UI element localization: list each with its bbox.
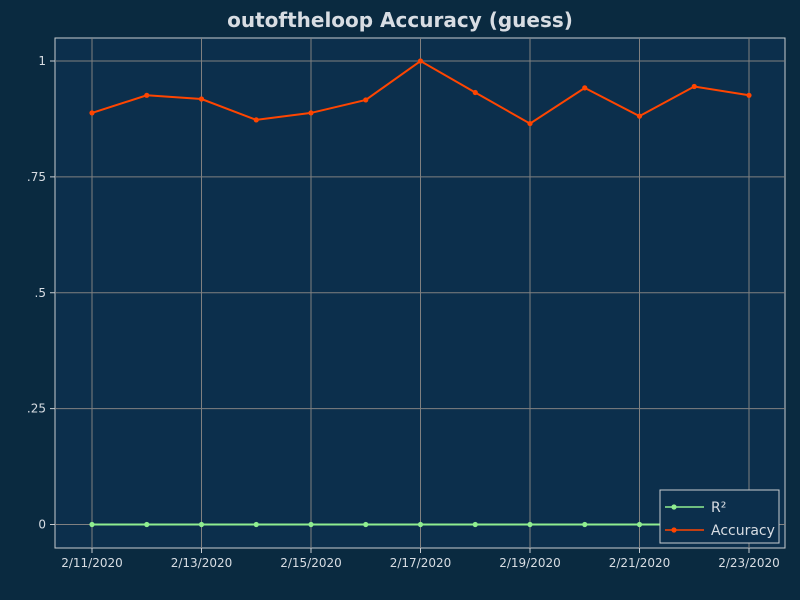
data-point	[691, 83, 697, 90]
x-tick-label: 2/21/2020	[609, 556, 671, 570]
legend-box	[659, 489, 780, 544]
axis-labels: 2/11/2020 2/13/2020 2/15/2020 2/17/2020 2/19…	[27, 54, 780, 570]
data-point	[636, 521, 643, 528]
series-layer	[89, 58, 752, 528]
data-point	[89, 110, 95, 116]
data-point	[582, 521, 588, 528]
y-tick-label: 0	[38, 518, 46, 532]
data-point	[527, 521, 533, 528]
data-point	[417, 521, 424, 528]
y-tick-label: .5	[35, 286, 46, 300]
legend-label: R²	[711, 500, 726, 516]
data-point	[198, 521, 205, 528]
x-tick-label: 2/19/2020	[499, 556, 561, 570]
grid-lines	[55, 38, 785, 548]
y-tick-label: .25	[27, 402, 46, 416]
data-point	[308, 521, 314, 528]
data-point	[472, 521, 478, 528]
x-tick-label: 2/17/2020	[390, 556, 452, 570]
legend: R² Accuracy	[659, 489, 780, 544]
data-point	[636, 113, 643, 119]
data-point	[144, 521, 150, 528]
data-point	[417, 58, 424, 64]
data-point	[253, 117, 259, 123]
data-point	[363, 97, 369, 103]
chart-title: outoftheloop Accuracy (guess)	[227, 8, 573, 32]
y-tick-label: 1	[38, 54, 46, 68]
x-tick-label: 2/13/2020	[171, 556, 233, 570]
data-point	[198, 96, 205, 102]
x-tick-label: 2/15/2020	[280, 556, 342, 570]
data-point	[253, 521, 259, 528]
legend-marker	[671, 504, 677, 510]
x-tick-label: 2/11/2020	[61, 556, 123, 570]
data-point	[363, 521, 369, 528]
data-point	[144, 92, 150, 98]
data-point	[472, 89, 478, 96]
x-tick-label: 2/23/2020	[718, 556, 780, 570]
y-tick-label: .75	[27, 170, 46, 184]
data-point	[582, 85, 588, 91]
data-point	[746, 92, 752, 98]
data-point	[527, 120, 533, 127]
legend-marker	[671, 527, 677, 533]
data-point	[308, 110, 314, 116]
legend-label: Accuracy	[711, 523, 775, 539]
series-accuracy	[89, 58, 752, 127]
data-point	[89, 521, 95, 528]
